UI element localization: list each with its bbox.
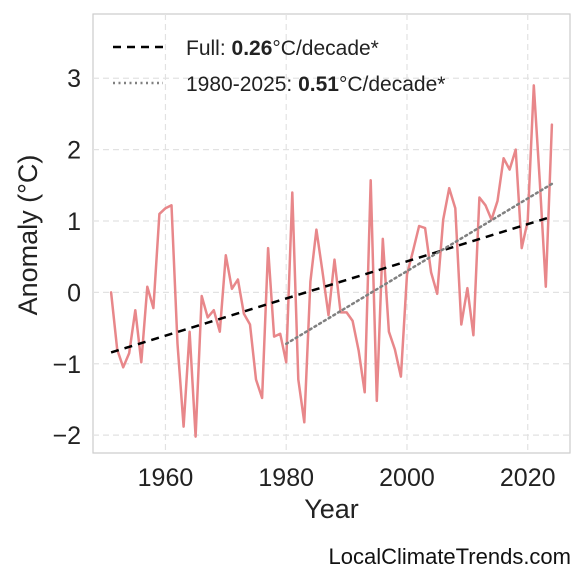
series-line-2 bbox=[284, 182, 554, 346]
x-axis-label: Year bbox=[304, 494, 359, 524]
anomaly-chart: −2 −1 0 1 2 3 1960 1980 2000 2020 Year Anomaly (°… bbox=[13, 13, 571, 524]
y-tick-label: 0 bbox=[67, 279, 81, 307]
y-tick-label: −1 bbox=[52, 351, 81, 379]
grid bbox=[93, 14, 570, 453]
legend-1980-value: 0.51 bbox=[298, 73, 339, 96]
y-axis-label: Anomaly (°C) bbox=[13, 155, 43, 316]
site-credit: LocalClimateTrends.com bbox=[328, 544, 572, 569]
legend-full-prefix: Full: bbox=[186, 37, 232, 60]
x-tick-label: 1980 bbox=[258, 464, 314, 492]
y-tick-label: 1 bbox=[67, 208, 81, 236]
legend: Full: 0.26°C/decade* 1980-2025: 0.51°C/d… bbox=[113, 37, 445, 96]
x-tick-label: 2020 bbox=[500, 464, 556, 492]
y-tick-label: 2 bbox=[67, 137, 81, 165]
y-tick-label: 3 bbox=[67, 65, 81, 93]
series-lines bbox=[109, 84, 554, 438]
legend-entry-full: Full: 0.26°C/decade* bbox=[186, 37, 379, 60]
series-line-1 bbox=[110, 215, 553, 354]
legend-full-suffix: °C/decade* bbox=[272, 37, 378, 60]
series-line-0 bbox=[109, 84, 554, 438]
legend-full-value: 0.26 bbox=[232, 37, 273, 60]
legend-1980-suffix: °C/decade* bbox=[339, 73, 445, 96]
x-tick-label: 1960 bbox=[138, 464, 194, 492]
tick-labels: −2 −1 0 1 2 3 1960 1980 2000 2020 bbox=[52, 65, 555, 492]
y-tick-label: −2 bbox=[52, 422, 81, 450]
legend-1980-prefix: 1980-2025: bbox=[186, 73, 298, 96]
x-tick-label: 2000 bbox=[379, 464, 435, 492]
legend-entry-1980-2025: 1980-2025: 0.51°C/decade* bbox=[186, 73, 445, 96]
